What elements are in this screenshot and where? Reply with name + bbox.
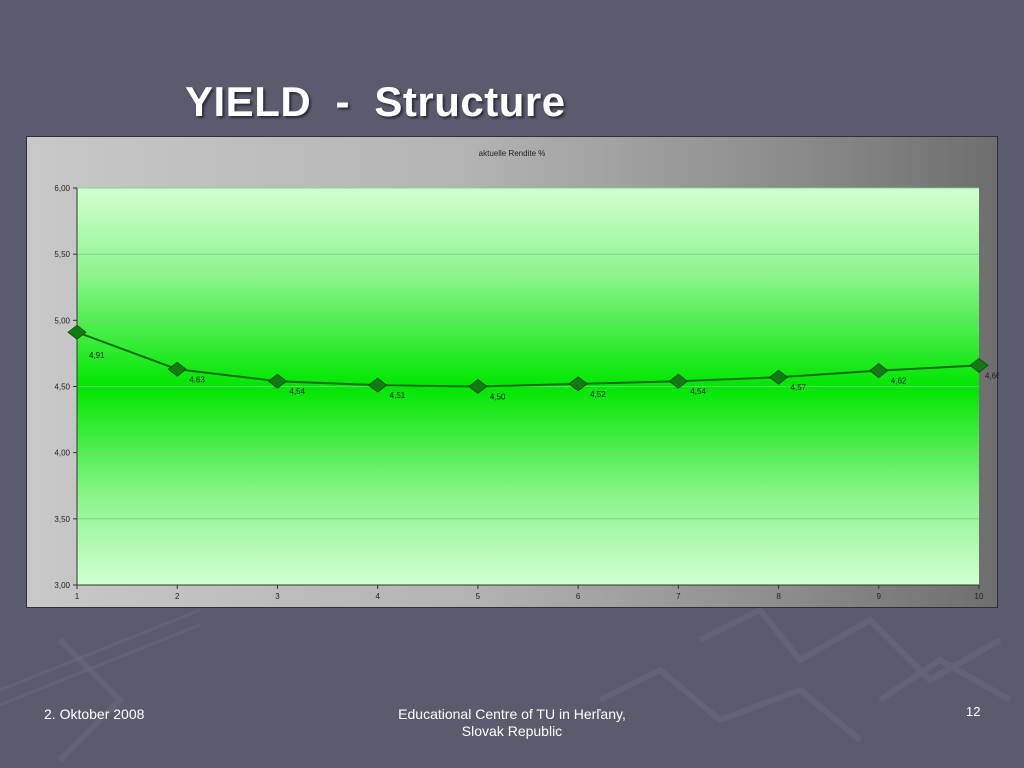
data-point-marker — [368, 377, 388, 393]
data-label: 4,54 — [690, 387, 706, 396]
x-tick-label: 2 — [175, 592, 180, 601]
x-tick-label: 7 — [676, 592, 681, 601]
y-tick-label: 4,00 — [54, 449, 70, 458]
data-label: 4,63 — [189, 375, 205, 384]
x-tick-label: 5 — [476, 592, 481, 601]
data-label: 4,66 — [985, 371, 999, 380]
data-label: 4,50 — [490, 393, 506, 402]
data-point-marker — [668, 373, 688, 389]
data-label: 4,51 — [390, 391, 406, 400]
y-tick-label: 3,50 — [54, 515, 70, 524]
y-tick-label: 3,00 — [54, 581, 70, 590]
y-tick-label: 5,00 — [54, 316, 70, 325]
chart-title: aktuelle Rendite % — [479, 149, 546, 158]
footer-organization-line2: Slovak Republic — [461, 723, 563, 739]
data-point-marker — [67, 324, 87, 340]
series-line — [76, 331, 980, 388]
y-tick-label: 5,50 — [54, 250, 70, 259]
data-point-marker — [468, 378, 488, 395]
data-point-marker — [267, 373, 288, 389]
x-tick-label: 3 — [275, 592, 280, 601]
footer-date: 2. Oktober 2008 — [44, 706, 145, 722]
slide-title: YIELD - Structure — [185, 78, 566, 125]
y-tick-label: 4,50 — [54, 383, 70, 392]
footer-organization-line1: Educational Centre of TU in Herľany, — [398, 706, 626, 722]
data-label: 4,57 — [791, 383, 807, 392]
y-tick-label: 6,00 — [54, 184, 70, 193]
data-point-marker — [768, 369, 789, 385]
x-tick-label: 4 — [375, 592, 380, 601]
data-label: 4,62 — [891, 377, 907, 386]
data-label: 4,54 — [289, 387, 305, 396]
x-tick-label: 10 — [975, 592, 984, 601]
x-tick-label: 6 — [576, 592, 581, 601]
chart-container: aktuelle Rendite % 3,00 3,50 4,00 4,50 5,00 5… — [26, 136, 999, 608]
data-label: 4,91 — [89, 351, 105, 360]
x-tick-label: 8 — [776, 592, 781, 601]
data-point-marker — [568, 376, 588, 392]
x-tick-label: 1 — [75, 592, 80, 601]
data-point-marker — [167, 361, 187, 377]
x-tick-label: 9 — [877, 592, 882, 601]
page-number: 12 — [966, 704, 981, 719]
data-label: 4,52 — [590, 390, 606, 399]
data-point-marker — [969, 357, 989, 373]
footer-organization: Educational Centre of TU in Herľany, Slo… — [372, 706, 652, 740]
yield-chart: aktuelle Rendite % 3,00 3,50 4,00 4,50 5,00 5… — [54, 149, 999, 601]
data-point-marker — [869, 363, 889, 379]
